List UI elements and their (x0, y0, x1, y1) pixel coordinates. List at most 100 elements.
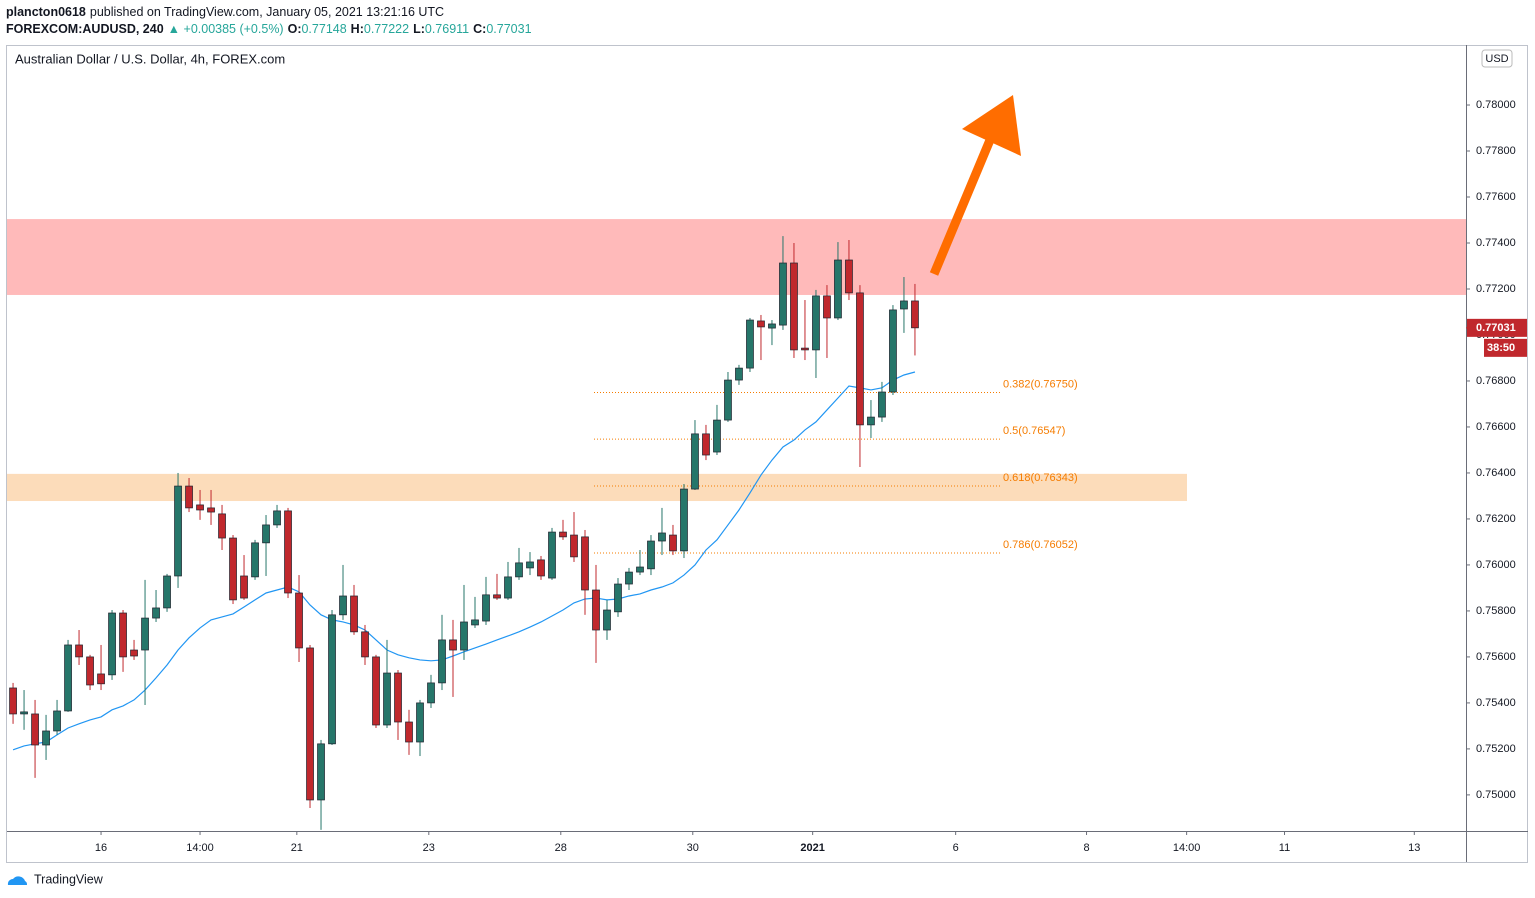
last-price-label: 0.77031 (1476, 322, 1516, 334)
x-tick-label: 13 (1408, 842, 1420, 854)
candle-body (592, 589, 600, 631)
candle-body (493, 594, 501, 599)
candle-body (427, 682, 435, 704)
y-tick-label: 0.75000 (1476, 789, 1516, 801)
candle-body (460, 621, 468, 651)
candle-body (889, 309, 897, 393)
candle-body (262, 524, 270, 544)
candle-body (350, 595, 358, 633)
ohlc-value: 0.77148 (301, 22, 347, 36)
candle-body (900, 300, 908, 310)
candle-body (152, 607, 160, 619)
candle-body (64, 644, 72, 712)
zone (7, 219, 1466, 295)
x-tick-label: 16 (95, 842, 107, 854)
header: plancton0618 published on TradingView.com… (6, 4, 532, 38)
x-tick-label: 8 (1083, 842, 1089, 854)
y-tick-label: 0.77600 (1476, 191, 1516, 203)
candle-body (174, 485, 182, 577)
candle-body (658, 532, 666, 542)
candle-body (86, 656, 94, 686)
candle-body (295, 592, 303, 649)
candle-body (834, 259, 842, 319)
countdown: 38:50 (1487, 342, 1515, 354)
candle-body (251, 542, 259, 578)
candle-body (691, 433, 699, 490)
ohlc-label: C: (473, 22, 487, 36)
candle-body (911, 300, 919, 329)
arrow-head (962, 95, 1021, 156)
fib-label: 0.5(0.76547) (1003, 425, 1065, 437)
candle-body (471, 619, 479, 626)
candle-body (31, 713, 39, 746)
candle-body (328, 614, 336, 745)
candle-body (713, 419, 721, 453)
candle-body (801, 347, 809, 351)
arrow-shaft (929, 138, 995, 276)
candle-body (240, 575, 248, 599)
x-tick-label: 2021 (800, 842, 824, 854)
candle-body (163, 575, 171, 609)
change: ▲ +0.00385 (+0.5%) (167, 22, 284, 36)
candle-body (614, 583, 622, 613)
candle-body (119, 612, 127, 658)
y-tick-label: 0.76000 (1476, 559, 1516, 571)
x-tick-label: 23 (423, 842, 435, 854)
x-tick-label: 14:00 (1173, 842, 1201, 854)
candle-body (548, 531, 556, 579)
candle-body (779, 262, 787, 326)
candle-body (372, 656, 380, 726)
y-tick-label: 0.75200 (1476, 743, 1516, 755)
y-tick-label: 0.77400 (1476, 237, 1516, 249)
ohlc-value: 0.77222 (363, 22, 410, 36)
candles (9, 236, 919, 830)
fib-label: 0.618(0.76343) (1003, 472, 1078, 484)
zone (7, 473, 1187, 502)
published: published on TradingView.com, January 05… (89, 5, 445, 19)
candle-body (823, 295, 831, 319)
candle-body (130, 649, 138, 657)
candle-body (581, 536, 589, 591)
candle-body (636, 566, 644, 573)
candle-body (273, 510, 281, 526)
candle-body (856, 292, 864, 426)
last-price-box (1467, 318, 1527, 337)
candle-body (53, 710, 61, 732)
x-tick-label: 21 (291, 842, 303, 854)
candle-body (746, 319, 754, 369)
candle-body (141, 617, 149, 651)
candle-body (108, 612, 116, 676)
candle-body (20, 711, 28, 715)
header-line-2: FOREXCOM:AUDUSD, 240 ▲ +0.00385 (+0.5%) O:… (6, 21, 532, 38)
candle-body (768, 323, 776, 329)
ohlc-value: 0.77031 (486, 22, 532, 36)
candle-body (702, 433, 710, 456)
candle-body (284, 510, 292, 594)
candle-body (625, 571, 633, 585)
candle-body (405, 721, 413, 743)
y-tick-label: 0.75800 (1476, 605, 1516, 617)
moving-average (12, 371, 916, 751)
arrow (929, 95, 1021, 276)
header-line-1: plancton0618 published on TradingView.com… (6, 4, 532, 21)
candle-body (790, 262, 798, 351)
candle-body (757, 320, 765, 328)
candle-body (185, 485, 193, 509)
author[interactable]: plancton0618 (6, 5, 86, 19)
candle-body (680, 488, 688, 552)
y-tick-label: 0.76800 (1476, 375, 1516, 387)
fib-label: 0.382(0.76750) (1003, 378, 1078, 390)
candle-body (812, 295, 820, 351)
y-tick-label: 0.77200 (1476, 283, 1516, 295)
candle-body (570, 534, 578, 558)
y-tick-label: 0.76200 (1476, 513, 1516, 525)
currency: USD (1485, 53, 1508, 65)
candle-body (75, 644, 83, 658)
ohlc-value: 0.76911 (424, 22, 470, 36)
footer-brand[interactable]: TradingView (34, 872, 104, 886)
y-tick-label: 0.76400 (1476, 467, 1516, 479)
currency-box[interactable] (1481, 49, 1513, 68)
candle-body (207, 507, 215, 513)
candle-body (218, 513, 226, 539)
